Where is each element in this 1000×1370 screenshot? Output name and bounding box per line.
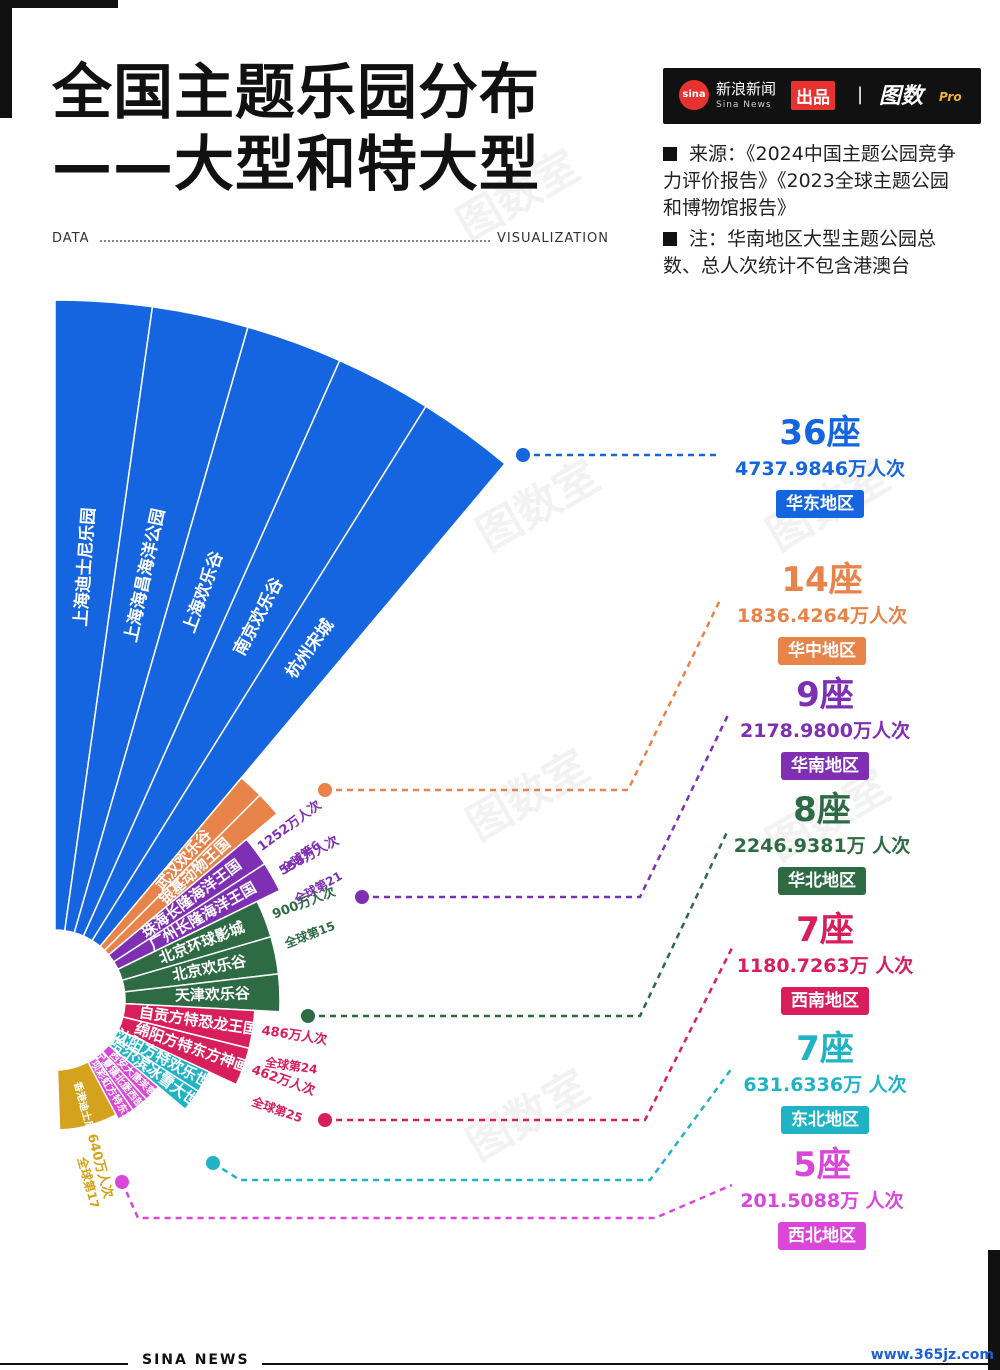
region-visitors: 4737.9846万人次 [735,458,905,480]
divider-dotted [100,240,490,242]
square-bullet-icon [663,232,677,246]
slice [56,1060,118,1131]
slice [116,900,272,982]
slice [101,1043,160,1101]
region-count: 8座 [793,790,851,830]
region-count: 5座 [793,1145,851,1185]
region-count: 7座 [796,1029,854,1069]
corner-left-bar [0,0,12,118]
slice [117,1016,250,1086]
region-badge: 华中地区 [778,637,866,665]
page-title-line1: 全国主题乐园分布 [52,58,540,128]
region-visitors: 201.5088万 人次 [740,1190,904,1212]
connector-dot [318,783,332,797]
footnote: 注：华南地区大型主题公园总数、总人次统计不包含港澳台 [663,226,963,280]
brand-produced: 出品 [791,81,835,110]
region-badge: 东北地区 [781,1106,869,1134]
region-count: 14座 [781,560,863,600]
region-east: 36座 4737.9846万人次 华东地区 [720,405,920,518]
source-note: 来源：《2024中国主题公园竞争力评价报告》《2023全球主题公园和博物馆报告》 [663,141,963,222]
park-visitors: 1400万人次 [61,722,82,798]
connector-dot [516,448,530,462]
brand-name: 新浪新闻 [716,80,777,98]
page-title-line2: ——大型和特大型 [52,130,540,200]
source-text: 来源：《2024中国主题公园竞争力评价报告》《2023全球主题公园和博物馆报告》 [663,143,956,219]
slice [86,1056,135,1121]
slice [63,305,249,934]
slice [98,776,262,952]
park-rank: 全球第15 [282,918,337,951]
region-northeast: 7座 631.6336万 人次 东北地区 [725,1021,925,1134]
park-label: 天津欢乐谷 [175,984,252,1004]
connector-dot [301,1009,315,1023]
slice [94,1050,148,1112]
region-count: 36座 [779,413,861,453]
footer-line-left [0,1363,128,1365]
slice [112,862,281,971]
connector-line [362,714,730,899]
corner-right-bar [988,1250,1000,1370]
site-url: www.365jz.com [870,1347,994,1363]
region-visitors: 2178.9800万人次 [740,720,910,742]
brand-separator: | [857,84,864,105]
slice [107,1036,200,1111]
park-rank: 全球第25 [249,1093,305,1125]
region-count: 7座 [796,910,854,950]
brand-bar: sina 新浪新闻 Sina News 出品 | 图数 Pro [663,68,981,124]
visualization-label: VISUALIZATION [497,231,609,246]
park-visitors: 486万人次 [261,1022,329,1048]
region-visitors: 2246.9381万 人次 [733,835,911,857]
connector-line [308,829,730,1018]
region-visitors: 631.6336万 人次 [743,1074,907,1096]
slice [107,838,266,963]
region-visitors: 1180.7263万 人次 [736,955,914,977]
slice [54,299,154,932]
slice [91,405,507,948]
data-label: DATA [52,231,90,246]
brand-sub: Sina News [716,100,772,110]
connector-dot [115,1175,129,1189]
connector-dot [355,890,369,904]
slice [122,1002,256,1050]
slice [73,326,341,938]
footnote-text: 注：华南地区大型主题公园总数、总人次统计不包含港澳台 [663,228,937,277]
connector-line [212,1067,734,1182]
region-badge: 华南地区 [781,752,869,780]
corner-top-left [0,0,118,8]
connector-line [325,599,722,792]
region-badge: 华北地区 [778,867,866,895]
park-rank: 全球第5 [59,778,77,824]
region-badge: 西南地区 [781,987,869,1015]
slice [82,359,427,942]
slice [113,1028,211,1093]
footer-line-right [262,1363,1000,1365]
region-count: 9座 [796,675,854,715]
region-visitors: 1836.4264万人次 [737,605,907,627]
region-north: 8座 2246.9381万 人次 华北地区 [722,782,922,895]
region-south: 9座 2178.9800万人次 华南地区 [725,667,925,780]
square-bullet-icon [663,147,677,161]
region-southwest: 7座 1180.7263万 人次 西南地区 [725,902,925,1015]
connector-line [120,1181,733,1220]
region-northwest: 5座 201.5088万 人次 西北地区 [722,1137,922,1250]
sina-logo-icon: sina [679,80,709,110]
connector-dot [206,1156,220,1170]
pro-badge: Pro [939,90,962,104]
slice [103,793,279,957]
region-badge: 华东地区 [776,490,864,518]
connector-line [325,947,734,1122]
connector-dot [318,1113,332,1127]
slice [123,973,281,1013]
tushu-logo: 图数 [879,84,924,109]
footer-brand: SINA NEWS [142,1352,250,1368]
region-badge: 西北地区 [778,1222,866,1250]
region-central: 14座 1836.4264万人次 华中地区 [722,552,922,665]
